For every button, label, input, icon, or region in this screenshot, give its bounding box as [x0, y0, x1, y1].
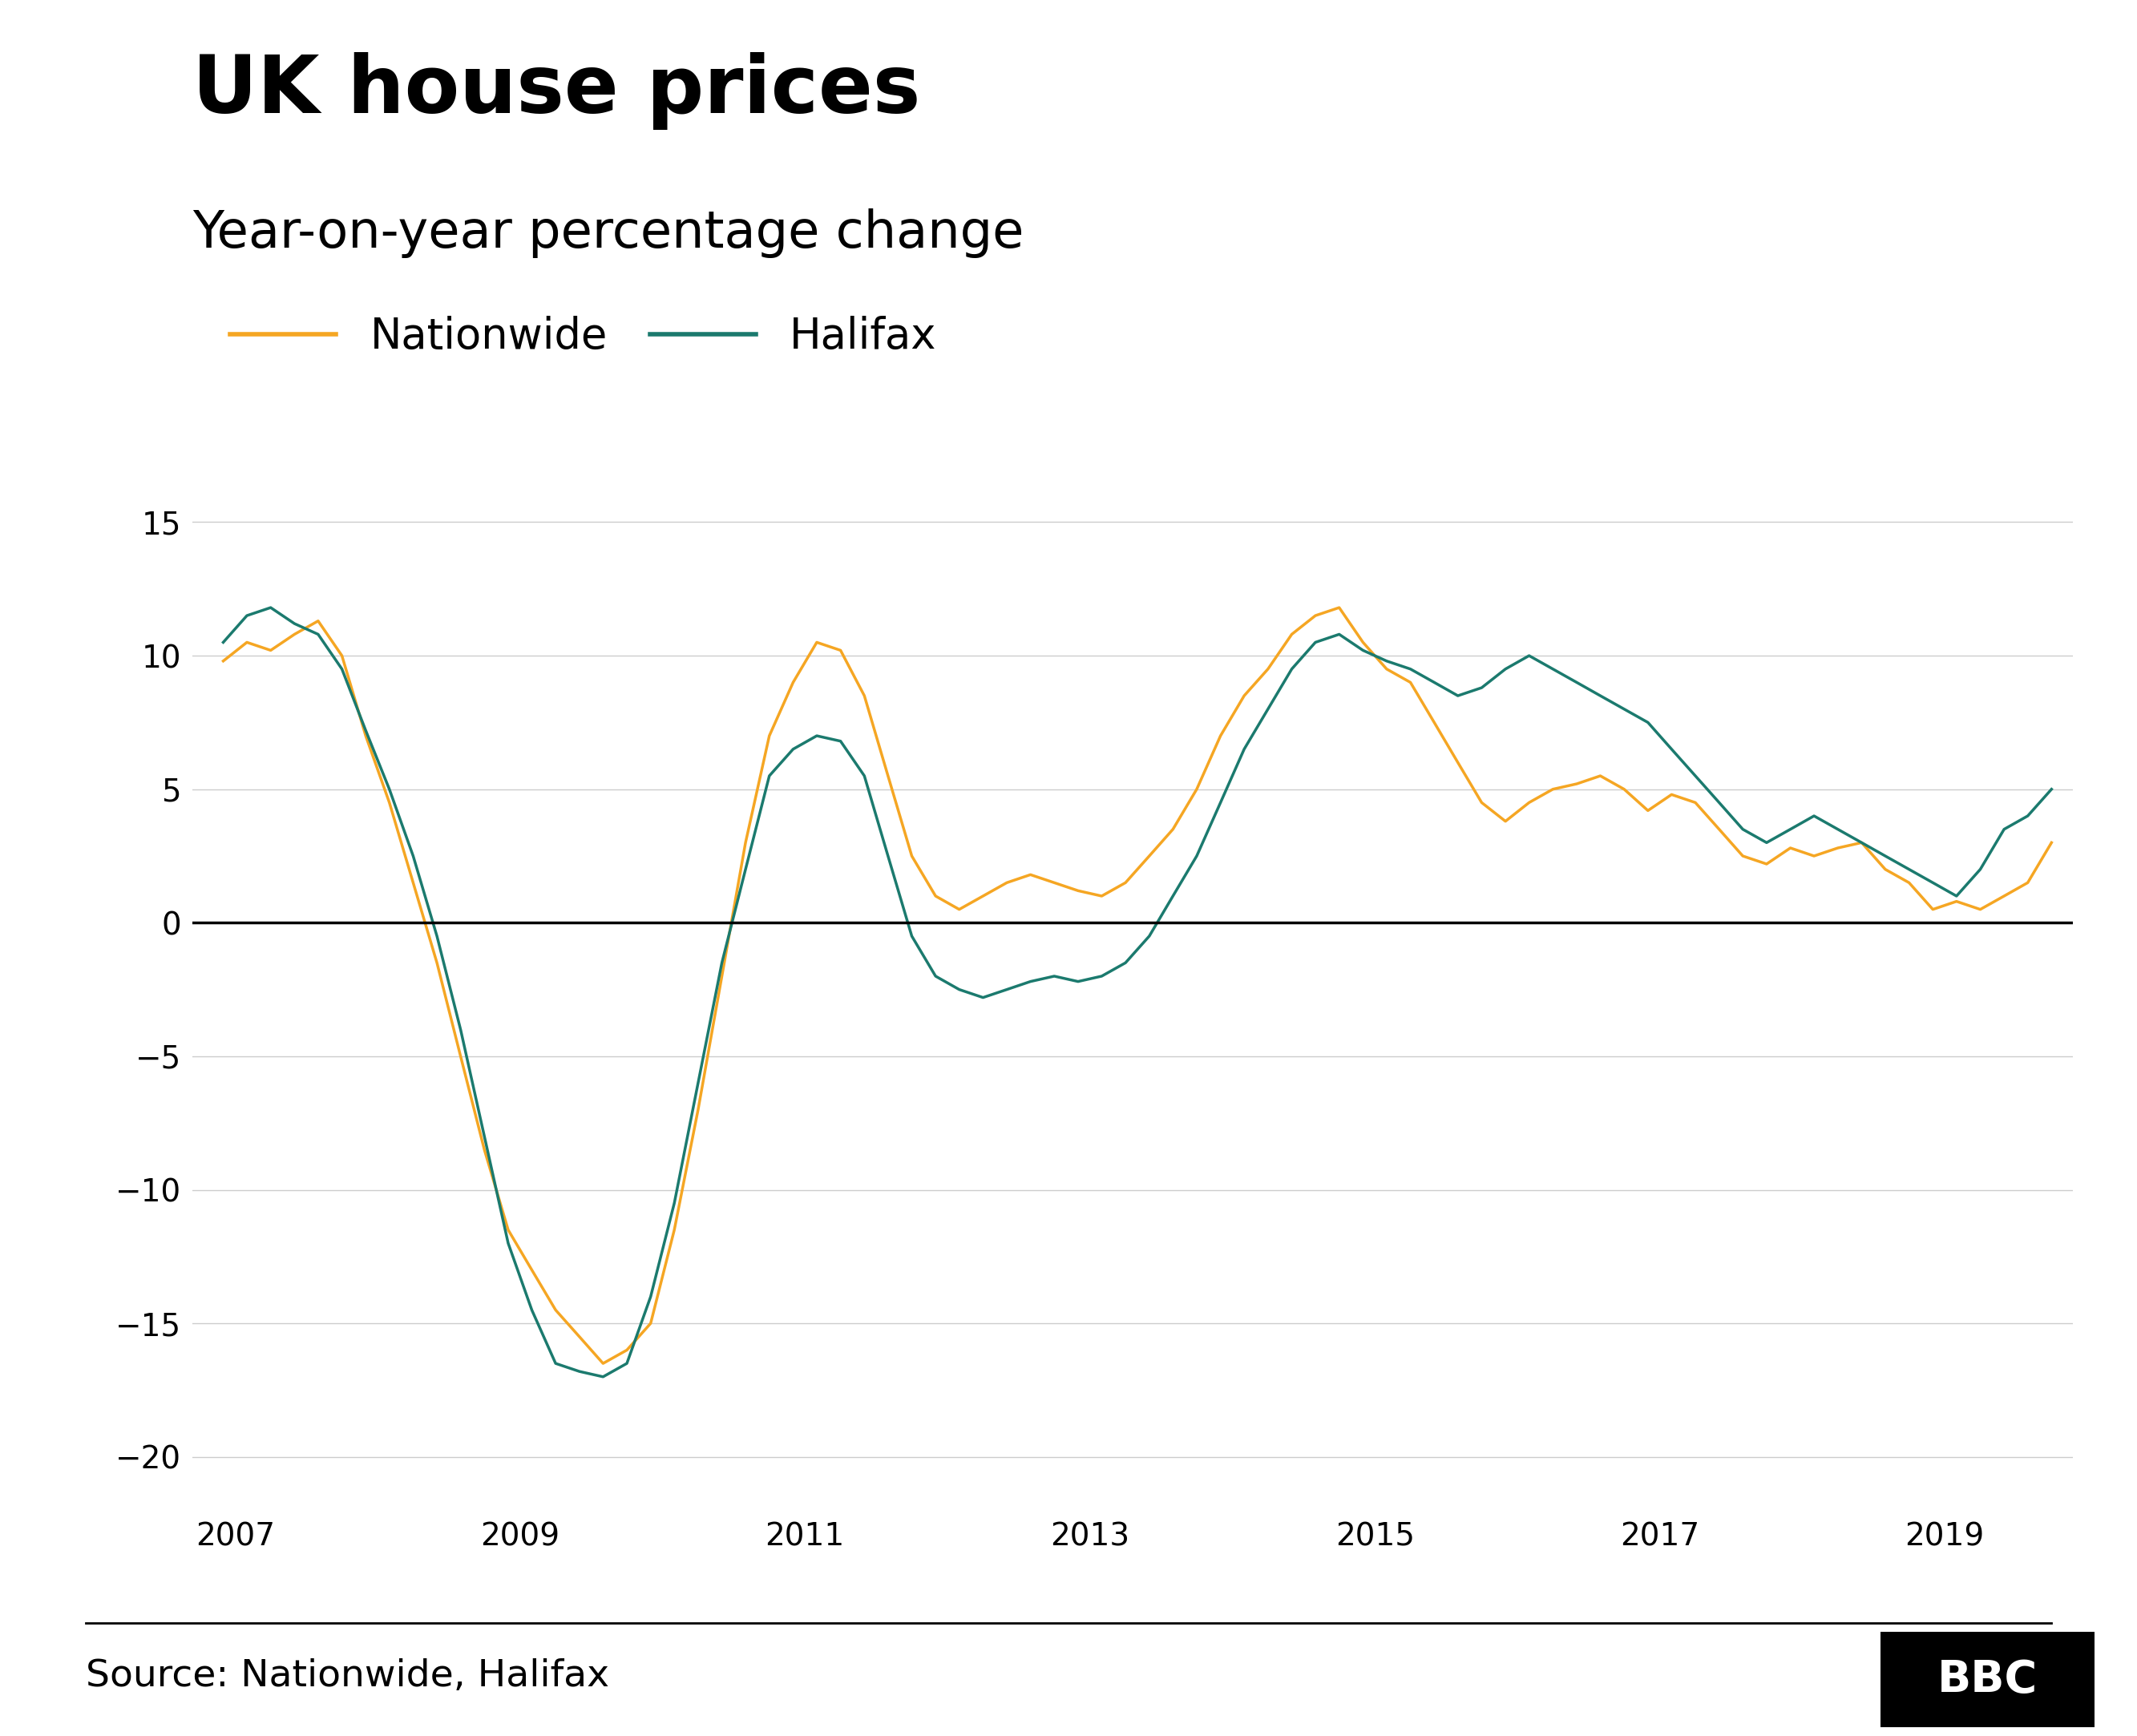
Legend: Nationwide, Halifax: Nationwide, Halifax [214, 299, 953, 375]
Text: Source: Nationwide, Halifax: Source: Nationwide, Halifax [85, 1658, 609, 1694]
Text: Year-on-year percentage change: Year-on-year percentage change [192, 208, 1024, 259]
Text: UK house prices: UK house prices [192, 52, 921, 130]
Text: BBC: BBC [1938, 1658, 2037, 1701]
